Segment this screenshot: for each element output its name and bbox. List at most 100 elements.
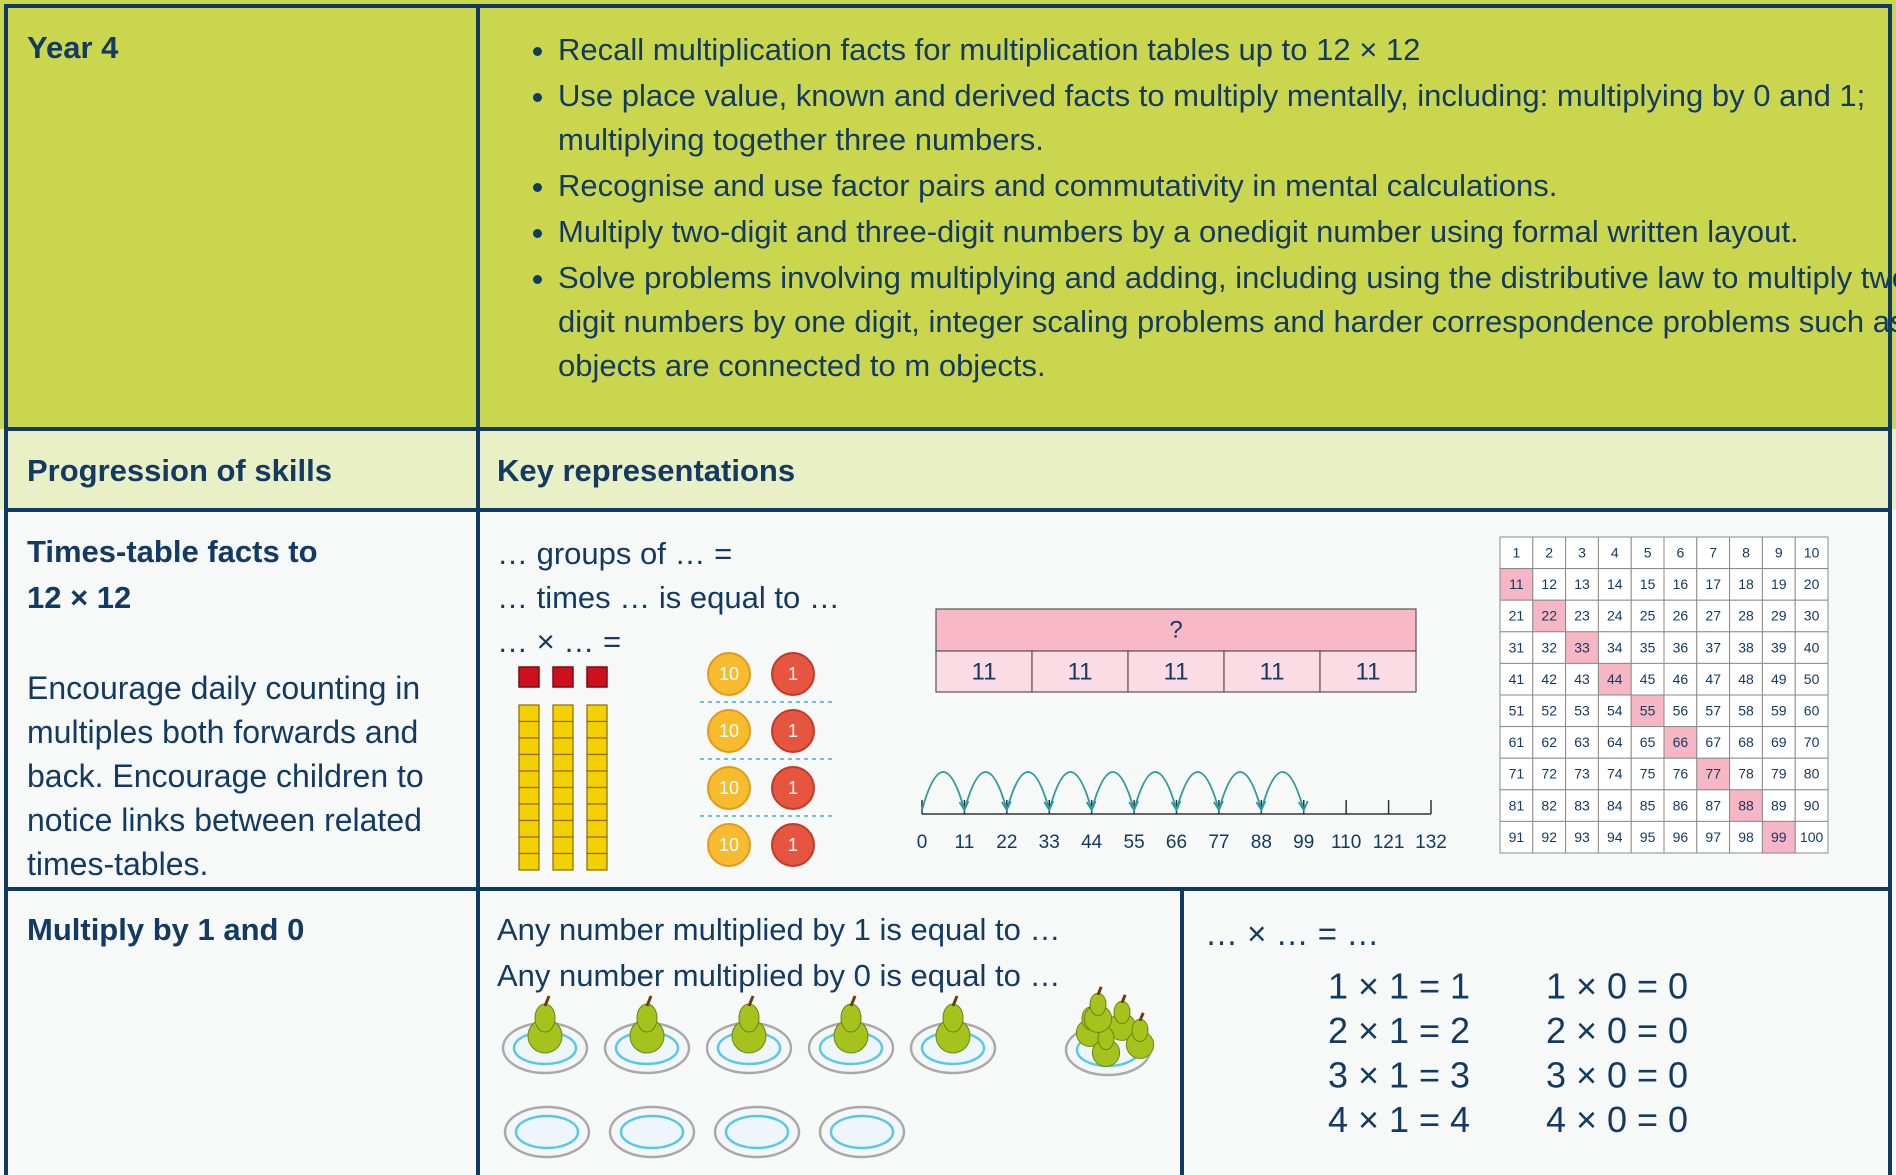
number-line-label: 88 <box>1251 832 1272 853</box>
sentence-stem: … groups of … = <box>497 536 733 571</box>
counter-label: 1 <box>788 835 798 855</box>
hundred-number: 77 <box>1705 766 1721 782</box>
hundred-cell <box>1630 694 1665 728</box>
rod-unit <box>586 737 608 756</box>
hundred-number: 10 <box>1804 545 1820 561</box>
hundred-number: 54 <box>1607 703 1623 719</box>
rod-unit <box>552 753 574 772</box>
number-line-label: 11 <box>955 832 975 853</box>
rod-unit <box>552 852 574 871</box>
ones-cube <box>552 666 574 688</box>
hundred-cell <box>1630 789 1665 822</box>
hundred-number: 82 <box>1541 797 1557 813</box>
jump-arc <box>1048 771 1093 811</box>
hundred-number: 26 <box>1673 608 1689 624</box>
bar-whole <box>935 608 1417 652</box>
objectives-list: Recall multiplication facts for multipli… <box>497 28 1896 390</box>
counter-label: 1 <box>788 778 798 798</box>
hundred-number: 29 <box>1771 608 1787 624</box>
skill-note: Encourage daily counting in multiples bo… <box>27 670 424 882</box>
hundred-number: 16 <box>1673 576 1689 592</box>
hundred-number: 74 <box>1607 766 1623 782</box>
hundred-number: 80 <box>1804 766 1820 782</box>
hundred-cell <box>1729 820 1763 854</box>
pear-stem <box>543 995 551 1007</box>
number-line-label: 99 <box>1293 832 1314 853</box>
hundred-number: 62 <box>1541 734 1557 750</box>
hundred-number: 86 <box>1673 797 1689 813</box>
pear-stem <box>747 995 755 1007</box>
table-header-band <box>0 429 1896 510</box>
objective: Recognise and use factor pairs and commu… <box>558 164 1896 208</box>
hundred-number: 90 <box>1804 797 1820 813</box>
rod-unit <box>586 753 608 772</box>
rod-unit <box>518 720 540 739</box>
rod-unit <box>552 704 574 723</box>
hundred-cell <box>1565 820 1599 854</box>
hundred-number: 95 <box>1640 829 1656 845</box>
hundred-cell <box>1761 662 1796 696</box>
hundred-number: 46 <box>1673 671 1689 687</box>
rod-unit <box>586 720 608 739</box>
hundred-number: 69 <box>1771 734 1787 750</box>
number-line-label: 77 <box>1208 832 1229 853</box>
hundred-number: 35 <box>1640 639 1656 655</box>
hundred-cell <box>1729 568 1763 601</box>
tens-counter <box>707 766 751 810</box>
plate-rim <box>619 1114 685 1150</box>
hundred-cell <box>1794 631 1829 664</box>
hundred-number: 3 <box>1578 545 1586 561</box>
hundred-number: 52 <box>1541 703 1557 719</box>
pear-stem <box>1120 994 1127 1004</box>
hundred-cell <box>1499 662 1534 696</box>
border <box>4 427 1892 431</box>
bar-part-label: 11 <box>1356 658 1381 685</box>
tens-rod <box>518 704 540 871</box>
hundred-cell <box>1565 568 1599 601</box>
border <box>4 887 1892 891</box>
tens-rod <box>552 704 574 871</box>
sentence-stem: … times … is equal to … <box>497 580 840 615</box>
hundred-number: 63 <box>1574 734 1590 750</box>
jump-arc <box>1260 771 1305 811</box>
jump-arc <box>963 771 1008 811</box>
bar-part-label: 11 <box>1068 658 1093 685</box>
tens-counter <box>707 709 751 753</box>
hundred-number: 70 <box>1804 734 1820 750</box>
hundred-cell <box>1630 599 1665 633</box>
bar-part-label: 11 <box>972 658 997 685</box>
equation: 3 × 1 = 3 <box>1328 1055 1470 1096</box>
hundred-cell <box>1761 568 1796 601</box>
rod-unit <box>552 737 574 756</box>
jump-arc <box>1090 771 1135 811</box>
pear-top <box>840 1003 862 1033</box>
hundred-number: 85 <box>1640 797 1656 813</box>
hundred-cell <box>1794 694 1829 728</box>
hundred-cell <box>1794 568 1829 601</box>
jump-arc <box>1175 771 1220 811</box>
hundred-number: 37 <box>1705 639 1721 655</box>
bar-part <box>1223 650 1321 693</box>
hundred-number: 2 <box>1545 545 1553 561</box>
hundred-number: 67 <box>1705 734 1721 750</box>
hundred-number: 88 <box>1738 797 1754 813</box>
hundred-number: 99 <box>1771 829 1787 845</box>
hundred-cell <box>1597 757 1632 791</box>
hundred-cell <box>1499 631 1534 664</box>
hundred-number: 65 <box>1640 734 1656 750</box>
hundred-number: 30 <box>1804 608 1820 624</box>
hundred-number: 57 <box>1705 703 1721 719</box>
hundred-cell <box>1499 568 1534 601</box>
hundred-number: 98 <box>1738 829 1754 845</box>
hundred-cell <box>1729 726 1763 759</box>
hundred-number: 41 <box>1509 671 1525 687</box>
objective: Multiply two-digit and three-digit numbe… <box>558 210 1896 254</box>
ones-cube <box>518 666 540 688</box>
pear-top <box>534 1003 556 1033</box>
equation-stem: … × … = … <box>1205 915 1380 952</box>
hundred-cell <box>1761 757 1796 791</box>
hundred-cell <box>1663 726 1698 759</box>
equation: 4 × 0 = 0 <box>1546 1099 1688 1140</box>
equation: 1 × 0 = 0 <box>1546 966 1688 1007</box>
year-label: Year 4 <box>27 30 119 65</box>
